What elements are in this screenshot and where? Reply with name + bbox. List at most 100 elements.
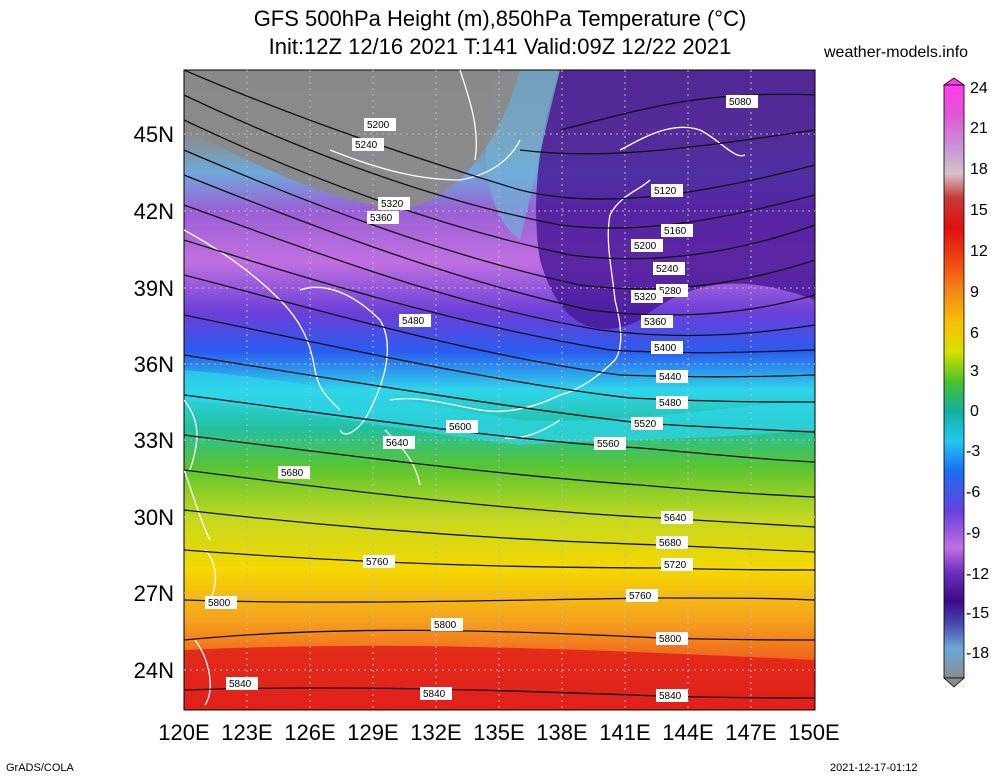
footer-credit: GrADS/COLA [6, 762, 74, 774]
svg-text:5640: 5640 [664, 513, 687, 524]
svg-text:5360: 5360 [370, 213, 393, 224]
colorbar-tick: 3 [970, 363, 979, 380]
colorbar-tick: 12 [970, 243, 988, 260]
contour-label: 5800 [656, 632, 688, 645]
contour-label: 5840 [420, 687, 452, 700]
svg-text:5200: 5200 [634, 241, 657, 252]
svg-text:5800: 5800 [208, 598, 231, 609]
footer-timestamp: 2021-12-17-01:12 [830, 762, 918, 774]
svg-text:5200: 5200 [367, 120, 390, 131]
svg-text:5840: 5840 [423, 689, 446, 700]
colorbar-tick: 18 [970, 161, 988, 178]
site-label: weather-models.info [824, 44, 969, 61]
colorbar-tick: -12 [966, 566, 990, 583]
contour-label: 5280 [656, 284, 688, 297]
chart-subtitle: Init:12Z 12/16 2021 T:141 Valid:09Z 12/2… [268, 34, 732, 59]
svg-text:5280: 5280 [659, 286, 682, 297]
lon-label: 123E [221, 720, 273, 745]
lat-label: 27N [133, 581, 174, 606]
lat-label: 33N [133, 428, 174, 453]
contour-label: 5200 [364, 118, 396, 131]
grid-lines [184, 70, 815, 710]
svg-text:5840: 5840 [659, 691, 682, 702]
contour-label: 5840 [226, 677, 258, 690]
height-contours [184, 70, 815, 699]
svg-text:5560: 5560 [597, 439, 620, 450]
lat-label: 39N [133, 276, 174, 301]
svg-text:5520: 5520 [634, 419, 657, 430]
svg-text:5120: 5120 [654, 186, 677, 197]
contour-label: 5520 [631, 417, 663, 430]
contour-label: 5560 [594, 437, 626, 450]
lon-label: 132E [410, 720, 462, 745]
svg-text:5360: 5360 [644, 317, 667, 328]
svg-text:5600: 5600 [449, 422, 472, 433]
contour-label: 5400 [651, 341, 683, 354]
contour-label: 5240 [653, 262, 685, 275]
svg-text:5240: 5240 [355, 140, 378, 151]
svg-text:5800: 5800 [434, 620, 457, 631]
contour-labels: 5080 5120 5160 5200 5240 5280 5320 5360 … [205, 95, 758, 702]
svg-text:5760: 5760 [629, 591, 652, 602]
svg-text:5240: 5240 [656, 264, 679, 275]
colorbar-tick: -15 [966, 605, 990, 622]
colorbar-tick: 24 [970, 80, 988, 97]
lat-label: 30N [133, 505, 174, 530]
lon-label: 129E [347, 720, 399, 745]
contour-label: 5720 [661, 558, 693, 571]
contour-label: 5480 [399, 314, 431, 327]
contour-label: 5120 [651, 184, 683, 197]
contour-label: 5840 [656, 689, 688, 702]
lon-label: 120E [158, 720, 210, 745]
colorbar-tick: 6 [970, 325, 979, 342]
colorbar-tick: -9 [966, 525, 981, 542]
temperature-field [184, 70, 815, 710]
colorbar-tick: 0 [970, 403, 979, 420]
contour-label: 5200 [631, 239, 663, 252]
colorbar-tick: -6 [966, 484, 981, 501]
contour-label: 5320 [631, 290, 663, 303]
svg-text:5680: 5680 [281, 468, 304, 479]
contour-label: 5640 [383, 436, 415, 449]
contour-label: 5160 [661, 224, 693, 237]
contour-label: 5800 [431, 618, 463, 631]
svg-text:5440: 5440 [659, 372, 682, 383]
svg-text:5680: 5680 [659, 538, 682, 549]
lon-label: 126E [284, 720, 336, 745]
lon-label: 144E [662, 720, 714, 745]
colorbar-tick: 9 [970, 284, 979, 301]
lon-label: 147E [725, 720, 777, 745]
svg-text:5480: 5480 [402, 316, 425, 327]
lat-label: 24N [133, 658, 174, 683]
contour-label: 5240 [352, 138, 384, 151]
contour-label: 5440 [656, 370, 688, 383]
lon-label: 135E [473, 720, 525, 745]
lat-label: 36N [133, 352, 174, 377]
contour-label: 5480 [656, 396, 688, 409]
lon-label: 141E [599, 720, 651, 745]
lat-label: 42N [133, 199, 174, 224]
svg-text:5480: 5480 [659, 398, 682, 409]
colorbar-tick: -18 [966, 645, 990, 662]
lon-label: 138E [536, 720, 588, 745]
contour-label: 5360 [641, 315, 673, 328]
chart-title: GFS 500hPa Height (m),850hPa Temperature… [253, 6, 747, 31]
contour-label: 5600 [446, 420, 478, 433]
contour-label: 5320 [378, 197, 410, 210]
coastlines [184, 70, 746, 706]
lon-label: 150E [788, 720, 840, 745]
lat-label: 45N [133, 122, 174, 147]
contour-label: 5080 [726, 95, 758, 108]
colorbar [942, 77, 966, 688]
svg-text:5080: 5080 [729, 97, 752, 108]
contour-label: 5760 [363, 555, 395, 568]
colorbar-tick: 15 [970, 202, 988, 219]
colorbar-tick: 21 [970, 120, 988, 137]
contour-label: 5680 [278, 466, 310, 479]
svg-text:5760: 5760 [366, 557, 389, 568]
svg-text:5320: 5320 [634, 292, 657, 303]
colorbar-tick: -3 [966, 443, 981, 460]
svg-text:5160: 5160 [664, 226, 687, 237]
svg-text:5320: 5320 [381, 199, 404, 210]
svg-text:5800: 5800 [659, 634, 682, 645]
